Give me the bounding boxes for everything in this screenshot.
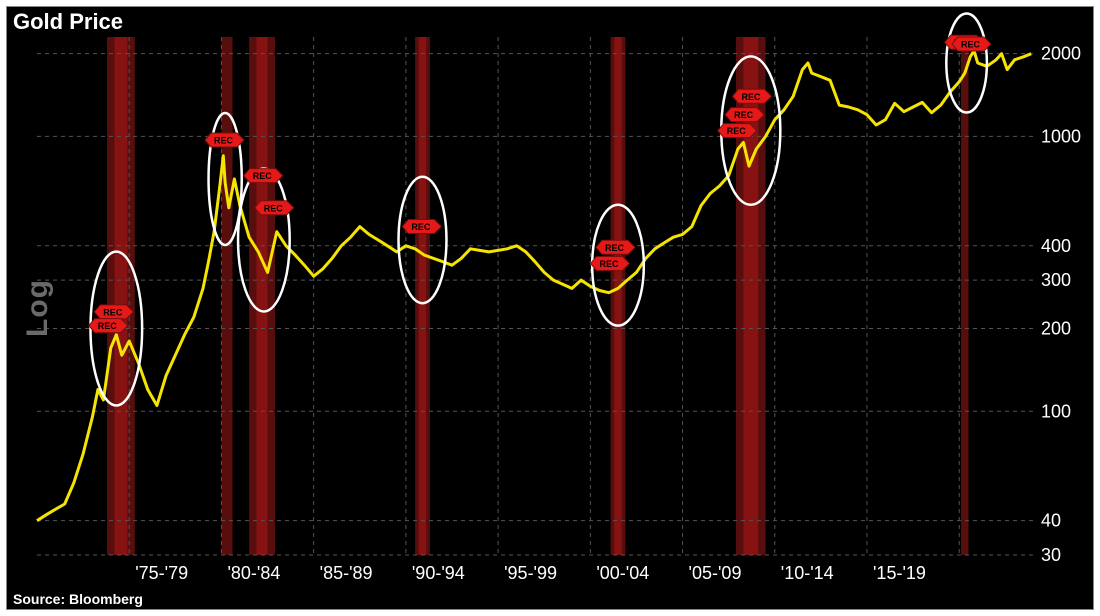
svg-text:'75-'79: '75-'79	[135, 563, 188, 583]
chart-svg: RECRECRECRECRECRECRECRECRECRECRECRECREC3…	[7, 7, 1093, 609]
svg-text:REC: REC	[599, 259, 619, 269]
svg-text:40: 40	[1041, 511, 1061, 531]
y-axis-label: Log	[21, 279, 55, 337]
svg-text:REC: REC	[727, 126, 747, 136]
svg-text:REC: REC	[605, 243, 625, 253]
svg-text:'10-'14: '10-'14	[781, 563, 834, 583]
svg-text:REC: REC	[741, 92, 761, 102]
svg-text:REC: REC	[734, 110, 754, 120]
chart-source: Source: Bloomberg	[13, 591, 143, 607]
svg-text:REC: REC	[961, 39, 981, 49]
svg-text:REC: REC	[103, 307, 123, 317]
svg-text:'05-'09: '05-'09	[689, 563, 742, 583]
svg-text:REC: REC	[214, 136, 234, 146]
svg-text:400: 400	[1041, 236, 1071, 256]
svg-text:REC: REC	[253, 171, 273, 181]
svg-text:'90-'94: '90-'94	[412, 563, 465, 583]
chart-container: { "title": "Gold Price", "source": "Sour…	[6, 6, 1094, 610]
svg-text:200: 200	[1041, 319, 1071, 339]
svg-text:1000: 1000	[1041, 126, 1081, 146]
svg-text:'15-'19: '15-'19	[873, 563, 926, 583]
svg-text:100: 100	[1041, 401, 1071, 421]
svg-text:'85-'89: '85-'89	[320, 563, 373, 583]
svg-text:30: 30	[1041, 545, 1061, 565]
svg-text:'00-'04: '00-'04	[596, 563, 649, 583]
svg-text:REC: REC	[98, 321, 118, 331]
svg-text:300: 300	[1041, 270, 1071, 290]
svg-text:REC: REC	[264, 203, 284, 213]
svg-text:'80-'84: '80-'84	[227, 563, 280, 583]
chart-title: Gold Price	[13, 9, 123, 35]
svg-text:2000: 2000	[1041, 44, 1081, 64]
svg-text:'95-'99: '95-'99	[504, 563, 557, 583]
svg-text:REC: REC	[411, 222, 431, 232]
